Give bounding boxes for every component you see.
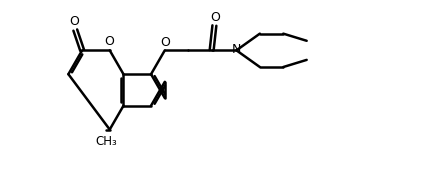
Text: CH₃: CH₃ [95, 135, 117, 148]
Text: O: O [69, 15, 79, 28]
Text: N: N [232, 43, 241, 56]
Text: O: O [104, 35, 114, 48]
Text: O: O [211, 10, 220, 24]
Text: O: O [160, 36, 170, 49]
